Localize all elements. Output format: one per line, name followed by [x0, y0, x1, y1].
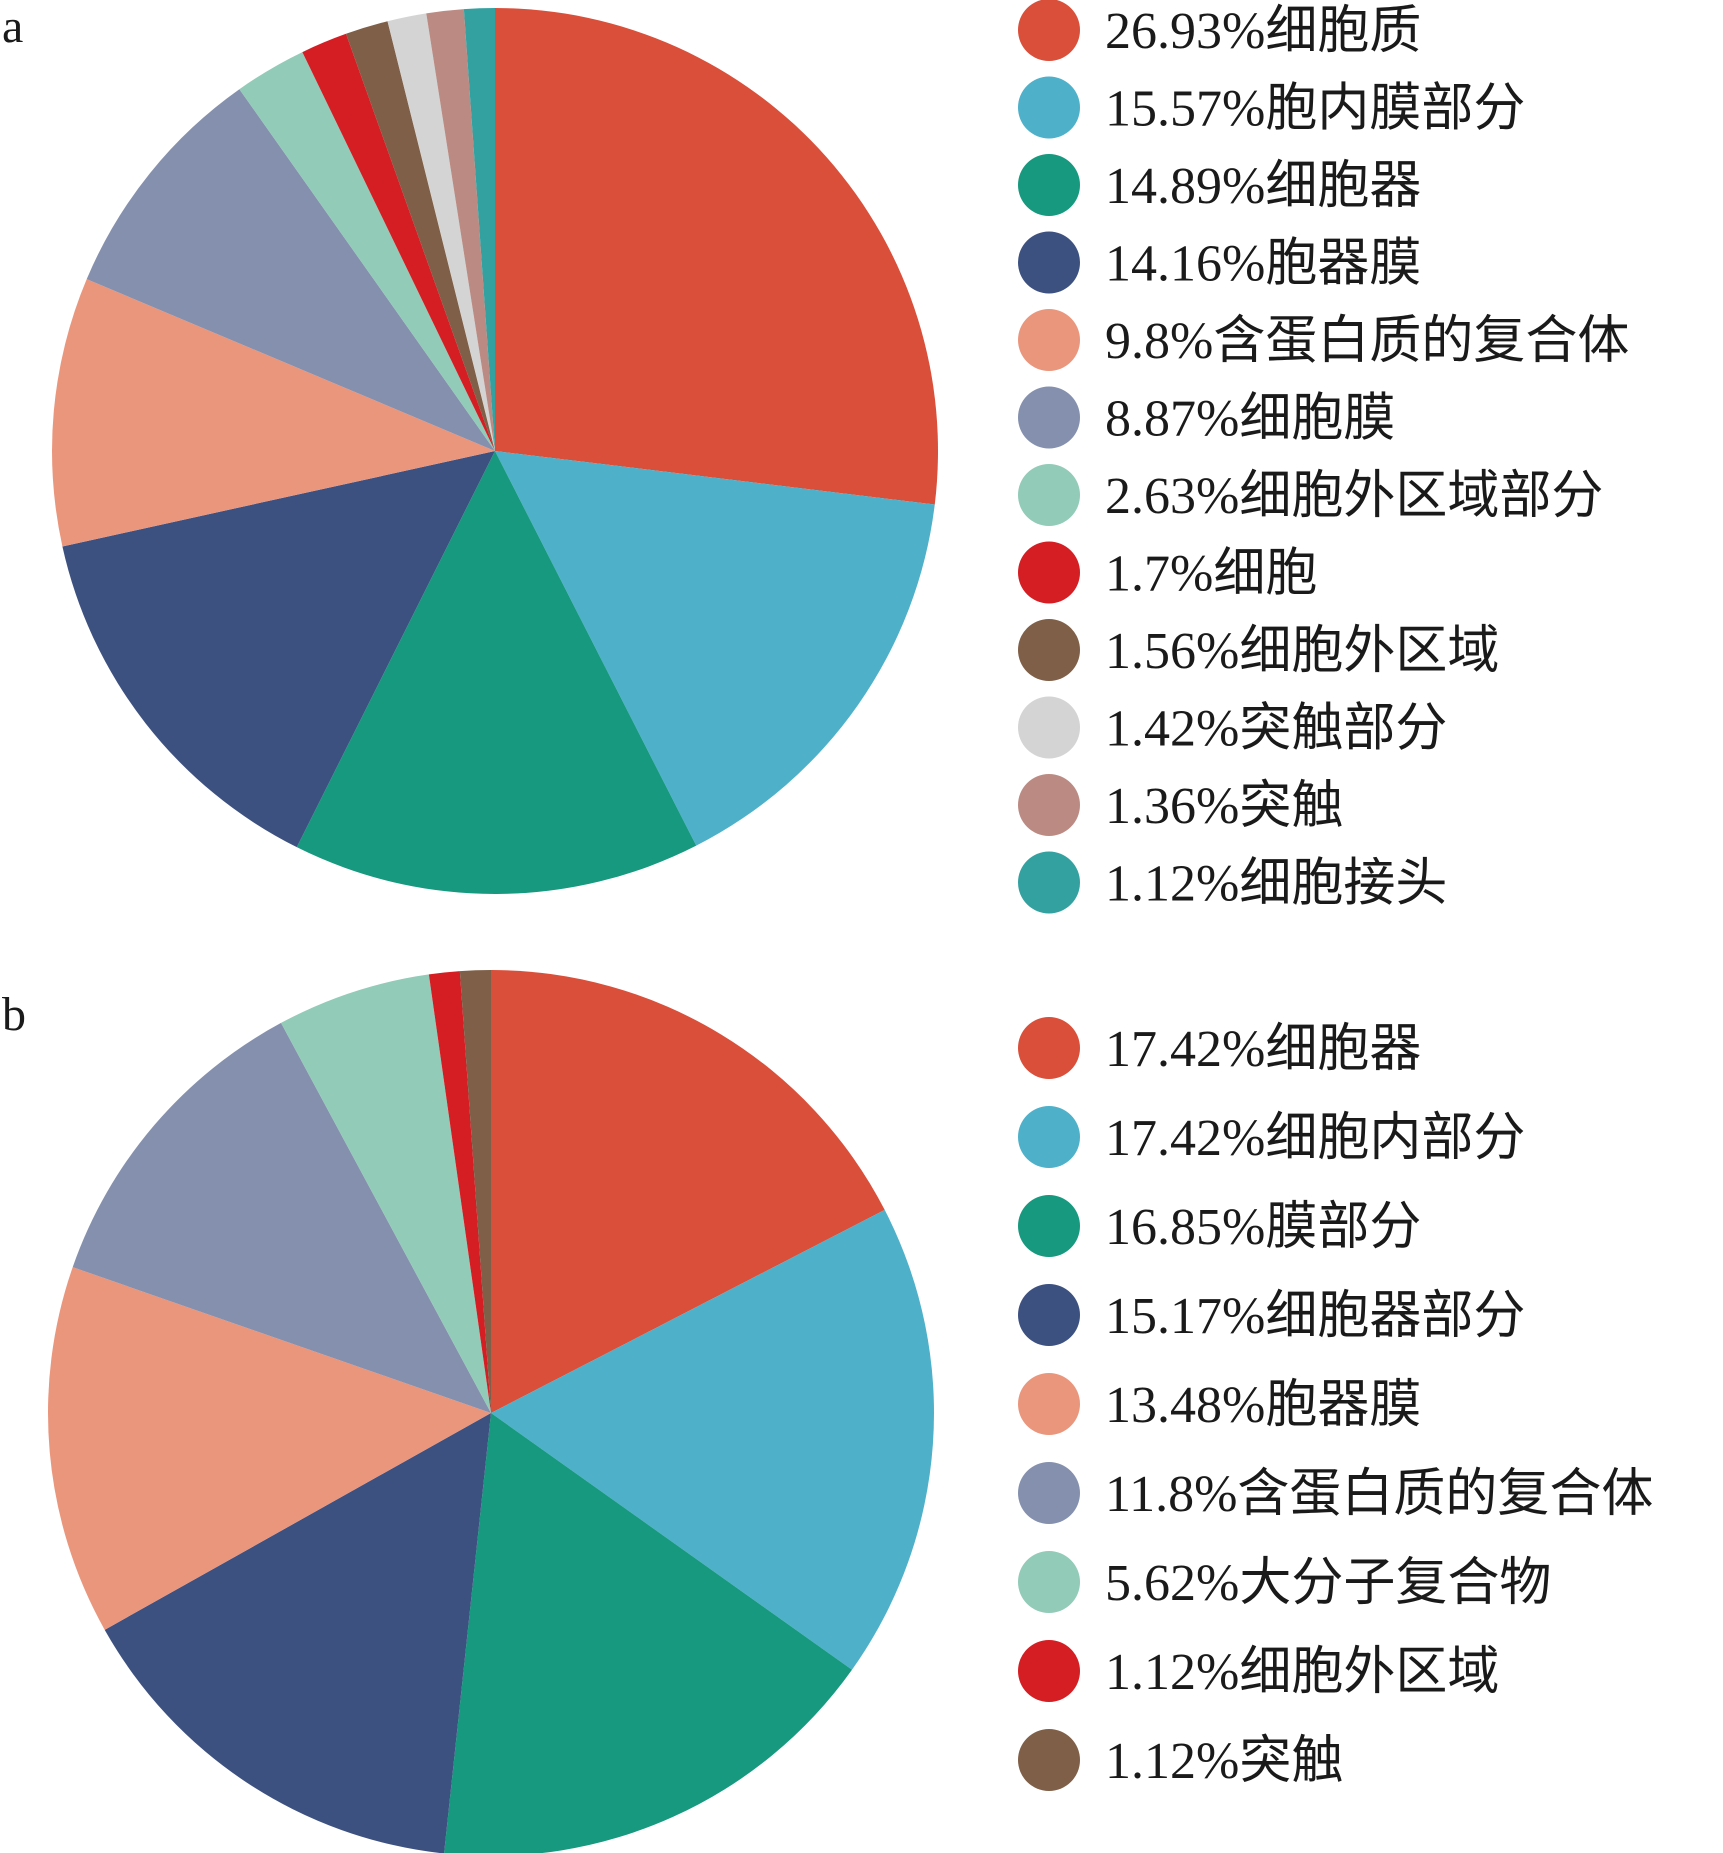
legend-a-label-8: 1.7%细胞 [1105, 546, 1317, 603]
legend-a-marker-9 [1018, 619, 1080, 681]
legend-b-label-8: 1.12%细胞外区域 [1105, 1644, 1499, 1701]
panel-letter-b: b [2, 988, 26, 1041]
pie-a-slice-1 [495, 8, 939, 505]
legend-b: 17.42%细胞器 17.42%细胞内部分 16.85%膜部分 15.17%细胞器部分… [1018, 1017, 1653, 1791]
legend-a-marker-4 [1018, 231, 1080, 294]
legend-a-label-5: 9.8%含蛋白质的复合体 [1105, 313, 1629, 370]
pie-a-slice-4 [62, 451, 495, 848]
legend-b-label-9: 1.12%突触 [1105, 1733, 1343, 1790]
legend-a-label-11: 1.36%突触 [1105, 778, 1343, 835]
legend-a-label-12: 1.12%细胞接头 [1105, 856, 1447, 913]
legend-b-label-3: 16.85%膜部分 [1105, 1199, 1421, 1256]
pie-b-slice-7 [281, 974, 491, 1413]
pie-b-slice-2 [491, 1209, 934, 1670]
pie-b-slice-8 [428, 971, 491, 1413]
legend-a-marker-10 [1018, 696, 1080, 759]
legend-b-marker-5 [1018, 1373, 1080, 1435]
pie-a-slice-10 [387, 13, 495, 452]
pie-chart-b [48, 970, 934, 1853]
pie-a-slice-11 [426, 9, 495, 451]
legend-a-marker-6 [1018, 386, 1080, 449]
legend-a-label-2: 15.57%胞内膜部分 [1105, 81, 1525, 138]
legend-a-marker-3 [1018, 154, 1080, 216]
pie-a-slice-12 [463, 8, 495, 451]
pie-b-slice-9 [459, 970, 491, 1413]
legend-b-marker-3 [1018, 1195, 1080, 1257]
pie-a-slice-8 [302, 33, 495, 452]
pie-b-slice-3 [444, 1413, 852, 1853]
pie-b-slice-1 [491, 970, 885, 1413]
legend-b-marker-2 [1018, 1106, 1080, 1168]
pie-a-slice-2 [495, 451, 935, 846]
legend-a-label-6: 8.87%细胞膜 [1105, 391, 1395, 448]
legend-a-marker-11 [1018, 774, 1080, 836]
pie-a-slice-3 [296, 451, 697, 894]
legend-b-label-4: 15.17%细胞器部分 [1105, 1288, 1525, 1345]
legend-a-label-4: 14.16%胞器膜 [1105, 236, 1421, 293]
legend-b-marker-8 [1018, 1640, 1080, 1702]
legend-b-marker-9 [1018, 1729, 1080, 1791]
legend-a-label-7: 2.63%细胞外区域部分 [1105, 468, 1603, 525]
legend-b-label-7: 5.62%大分子复合物 [1105, 1555, 1551, 1612]
legend-a-label-10: 1.42%突触部分 [1105, 701, 1447, 758]
legend-b-label-6: 11.8%含蛋白质的复合体 [1105, 1466, 1653, 1523]
legend-b-label-5: 13.48%胞器膜 [1105, 1377, 1421, 1434]
legend-a-marker-7 [1018, 464, 1080, 526]
pie-chart-a [52, 8, 939, 894]
pie-a-slice-7 [239, 52, 495, 451]
pie-a-slice-6 [86, 89, 496, 451]
pie-a-slice-5 [52, 279, 495, 547]
legend-b-label-1: 17.42%细胞器 [1105, 1021, 1421, 1078]
legend-b-marker-7 [1018, 1551, 1080, 1613]
legend-a-label-3: 14.89%细胞器 [1105, 158, 1421, 215]
legend-b-marker-1 [1018, 1017, 1080, 1079]
legend-a-label-9: 1.56%细胞外区域 [1105, 623, 1499, 680]
legend-a-marker-12 [1018, 851, 1080, 914]
legend-a-marker-8 [1018, 541, 1080, 604]
panel-letter-a: a [2, 0, 23, 53]
pie-b-slice-6 [72, 1022, 491, 1413]
legend-a-marker-1 [1018, 0, 1080, 61]
legend-b-marker-6 [1018, 1462, 1080, 1524]
legend-a: 26.93%细胞质 15.57%胞内膜部分 14.89%细胞器 14.16%胞器膜 9.… [1018, 0, 1629, 914]
legend-b-marker-4 [1018, 1284, 1080, 1346]
legend-b-label-2: 17.42%细胞内部分 [1105, 1110, 1525, 1167]
pie-b-slice-4 [104, 1413, 491, 1853]
legend-a-marker-5 [1018, 309, 1080, 371]
pie-a-slice-9 [346, 21, 495, 451]
legend-a-marker-2 [1018, 76, 1080, 139]
legend-a-label-1: 26.93%细胞质 [1105, 3, 1421, 60]
pie-b-slice-5 [48, 1267, 492, 1630]
